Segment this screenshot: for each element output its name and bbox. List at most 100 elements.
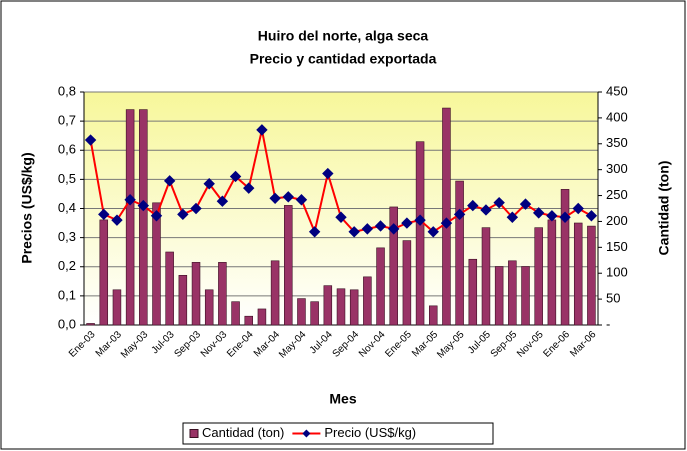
price-marker <box>480 204 492 216</box>
y2-axis-label: Cantidad (ton) <box>656 161 672 256</box>
legend-label: Precio (US$/kg) <box>324 425 416 440</box>
y2-tick-label: 100 <box>606 265 628 280</box>
price-marker <box>335 211 347 223</box>
bar <box>86 323 95 326</box>
legend-swatch <box>189 429 199 438</box>
price-marker <box>401 217 413 229</box>
price-marker <box>559 211 571 223</box>
price-marker <box>190 202 202 215</box>
price-marker <box>243 182 255 194</box>
y2-tick-label: 200 <box>606 213 628 228</box>
price-marker <box>572 202 584 215</box>
y-tick-label: 0,6 <box>58 142 76 157</box>
price-marker <box>453 208 466 221</box>
bar <box>363 276 372 326</box>
price-marker <box>322 167 334 180</box>
y2-tick-label: 150 <box>606 239 628 254</box>
price-marker <box>585 210 598 222</box>
price-marker <box>361 223 374 235</box>
price-marker <box>137 199 150 212</box>
price-marker <box>177 208 189 221</box>
price-marker <box>229 170 242 183</box>
x-axis-label: Mes <box>329 391 356 407</box>
price-marker <box>374 220 387 232</box>
y-tick-label: 0,5 <box>58 171 76 186</box>
y2-tick-label: 350 <box>606 135 628 150</box>
price-marker <box>295 194 308 206</box>
price-marker <box>111 214 123 226</box>
price-marker <box>427 226 439 238</box>
bar <box>218 262 227 326</box>
bar <box>231 301 240 326</box>
bar <box>323 285 333 326</box>
chart-title: Huiro del norte, alga seca <box>258 28 429 44</box>
y-tick-label: 0,1 <box>58 287 76 302</box>
bar <box>125 109 135 326</box>
bar <box>191 262 201 326</box>
bar <box>152 202 161 326</box>
bar <box>402 240 412 326</box>
bar <box>455 180 464 326</box>
price-marker <box>84 134 97 146</box>
bar <box>547 219 557 326</box>
y2-tick-label: 400 <box>606 109 628 124</box>
price-marker <box>163 175 176 187</box>
price-marker <box>308 226 321 238</box>
bar <box>560 189 570 326</box>
price-marker <box>256 124 268 136</box>
price-marker <box>269 192 281 205</box>
bar <box>442 107 451 326</box>
bar <box>297 298 306 326</box>
bar <box>310 301 319 326</box>
bar <box>204 289 214 326</box>
chart-subtitle: Precio y cantidad exportada <box>250 51 437 67</box>
bar <box>139 109 148 326</box>
price-marker <box>388 223 400 235</box>
price-marker <box>506 211 519 223</box>
y2-tick-label: 450 <box>606 83 628 98</box>
y-tick-label: 0,0 <box>58 316 76 331</box>
bar <box>468 258 478 326</box>
price-marker <box>519 198 532 210</box>
y2-tick-label: - <box>606 316 610 331</box>
bar <box>112 289 122 326</box>
price-marker <box>282 191 294 203</box>
bar <box>508 260 517 326</box>
bar <box>534 227 543 326</box>
bar <box>429 305 438 326</box>
y-tick-label: 0,7 <box>58 113 76 128</box>
y2-tick-label: 50 <box>606 291 620 306</box>
y2-tick-label: 250 <box>606 187 628 202</box>
bar <box>165 251 174 326</box>
price-marker <box>414 214 426 226</box>
price-marker <box>150 210 163 222</box>
bar <box>415 141 425 326</box>
y-axis-label: Precios (US$/kg) <box>19 152 35 263</box>
y-tick-label: 0,2 <box>58 258 76 273</box>
price-marker <box>348 226 360 238</box>
bar <box>376 247 385 326</box>
price-marker <box>216 195 229 207</box>
price-marker <box>440 217 453 229</box>
price-marker <box>98 208 110 221</box>
bar <box>284 205 293 326</box>
bar <box>494 266 504 326</box>
y-tick-label: 0,4 <box>58 200 76 215</box>
bar <box>336 288 346 326</box>
bar <box>521 266 530 326</box>
bar <box>481 227 491 326</box>
y2-tick-label: 300 <box>606 161 628 176</box>
bar <box>257 308 267 326</box>
price-marker <box>493 196 505 209</box>
legend-label: Cantidad (ton) <box>202 425 284 440</box>
price-marker <box>532 207 545 219</box>
legend-marker <box>302 429 311 438</box>
bar <box>349 289 359 326</box>
price-marker <box>467 199 479 212</box>
y-tick-label: 0,3 <box>58 229 76 244</box>
bar <box>99 219 109 326</box>
price-marker <box>203 178 215 190</box>
bar <box>389 206 398 326</box>
bar <box>244 315 253 326</box>
